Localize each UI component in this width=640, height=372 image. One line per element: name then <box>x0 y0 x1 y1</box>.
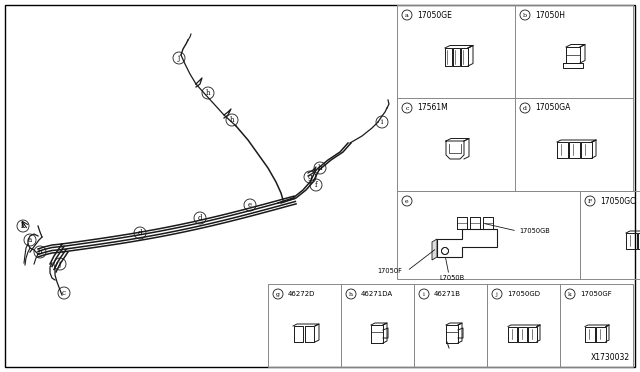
Bar <box>487 284 560 367</box>
Text: a: a <box>28 236 32 244</box>
Text: i: i <box>423 292 425 297</box>
Text: X1730032: X1730032 <box>591 353 630 362</box>
Bar <box>341 284 414 367</box>
Text: 17050GF: 17050GF <box>580 291 612 297</box>
Text: d: d <box>138 229 142 237</box>
Text: 17050GA: 17050GA <box>535 103 570 112</box>
Text: d: d <box>198 214 202 222</box>
Text: 17050GE: 17050GE <box>417 10 452 19</box>
Text: h: h <box>349 292 353 297</box>
Text: 17050F: 17050F <box>377 268 402 274</box>
Text: c: c <box>62 289 66 297</box>
Text: k: k <box>568 292 572 297</box>
Text: b: b <box>523 13 527 18</box>
Text: j: j <box>59 260 61 268</box>
Text: F: F <box>588 199 592 204</box>
Text: 17561M: 17561M <box>417 103 448 112</box>
Text: 46272D: 46272D <box>288 291 316 297</box>
Bar <box>560 284 633 367</box>
Text: 17050GC: 17050GC <box>600 196 636 205</box>
Text: 17050H: 17050H <box>535 10 565 19</box>
Text: d: d <box>523 106 527 111</box>
Polygon shape <box>432 239 437 260</box>
Text: b: b <box>38 248 42 256</box>
Text: 46271DA: 46271DA <box>361 291 393 297</box>
Text: 17050GB: 17050GB <box>519 228 550 234</box>
Text: 17050GD: 17050GD <box>507 291 540 297</box>
Text: h: h <box>317 164 323 172</box>
Text: j: j <box>496 292 498 297</box>
Bar <box>268 284 341 367</box>
Text: e: e <box>405 199 409 204</box>
Text: i: i <box>381 118 383 126</box>
Bar <box>414 284 487 367</box>
Text: c: c <box>405 106 409 111</box>
Text: g: g <box>276 292 280 297</box>
Text: 46271B: 46271B <box>434 291 461 297</box>
Bar <box>580 191 640 279</box>
Text: e: e <box>248 201 252 209</box>
Text: h: h <box>230 116 234 124</box>
Text: g: g <box>308 173 312 181</box>
Text: f: f <box>315 181 317 189</box>
Text: j: j <box>178 54 180 62</box>
Text: a: a <box>405 13 409 18</box>
Text: h: h <box>205 89 211 97</box>
Text: L7050B: L7050B <box>439 275 464 281</box>
Bar <box>397 191 580 279</box>
Text: k: k <box>21 222 25 230</box>
